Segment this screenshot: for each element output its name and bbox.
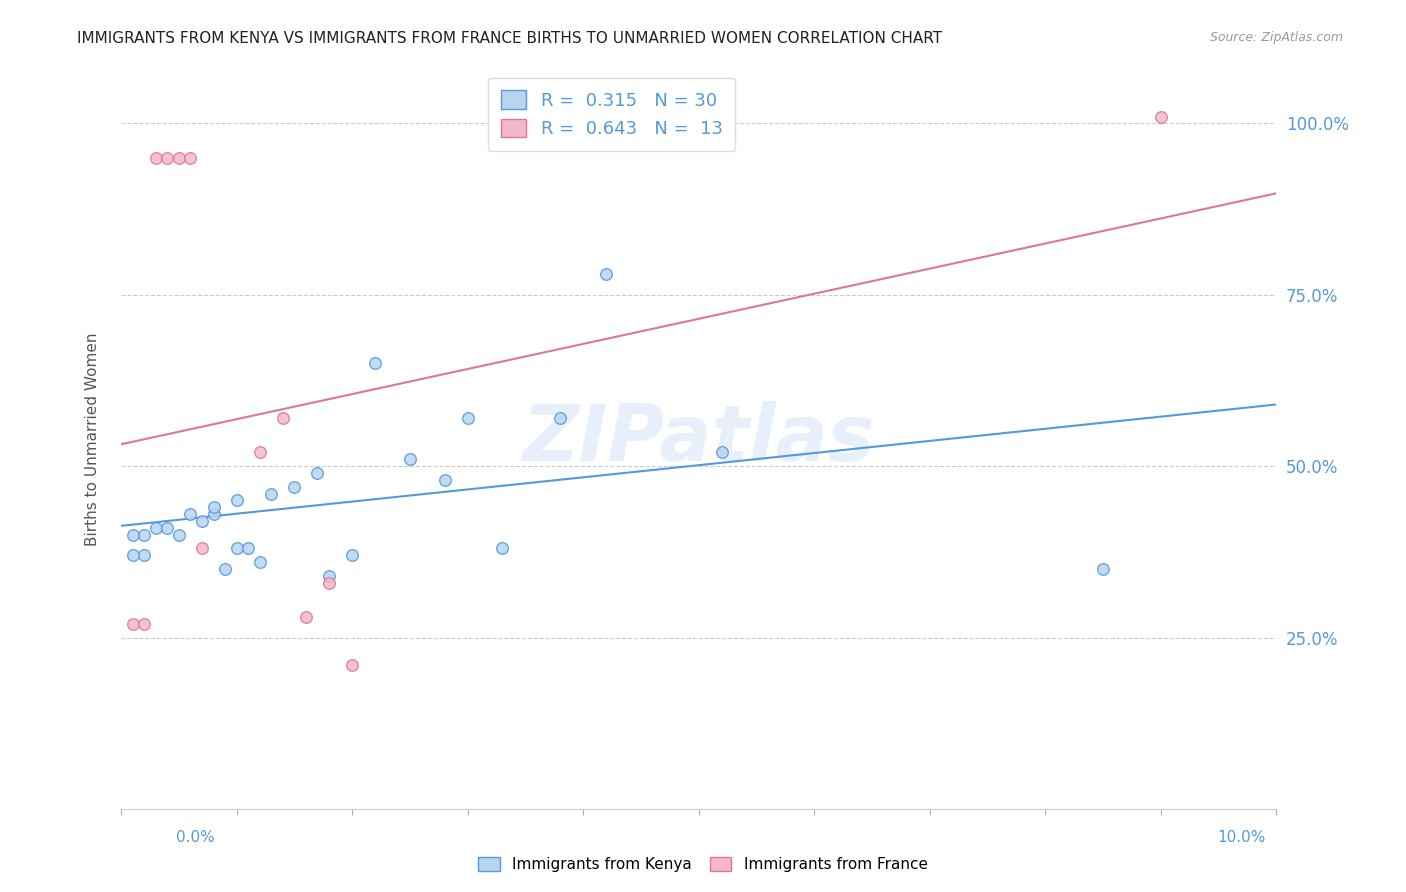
Point — [595, 267, 617, 281]
Point — [260, 486, 283, 500]
Point — [145, 521, 167, 535]
Point — [491, 541, 513, 556]
Point — [433, 473, 456, 487]
Text: IMMIGRANTS FROM KENYA VS IMMIGRANTS FROM FRANCE BIRTHS TO UNMARRIED WOMEN CORREL: IMMIGRANTS FROM KENYA VS IMMIGRANTS FROM… — [77, 31, 942, 46]
Point — [548, 411, 571, 425]
Point — [283, 480, 305, 494]
Point — [214, 562, 236, 576]
Point — [121, 616, 143, 631]
Legend: Immigrants from Kenya, Immigrants from France: Immigrants from Kenya, Immigrants from F… — [471, 849, 935, 880]
Point — [156, 151, 179, 165]
Point — [1149, 110, 1171, 124]
Point — [202, 500, 225, 515]
Point — [156, 521, 179, 535]
Point — [121, 549, 143, 563]
Point — [238, 541, 260, 556]
Text: 0.0%: 0.0% — [176, 830, 215, 845]
Point — [340, 549, 363, 563]
Point — [145, 151, 167, 165]
Point — [318, 575, 340, 590]
Point — [249, 555, 271, 569]
Point — [307, 466, 329, 480]
Point — [225, 541, 247, 556]
Point — [167, 527, 190, 541]
Text: ZIPatlas: ZIPatlas — [523, 401, 875, 476]
Point — [710, 445, 733, 459]
Point — [167, 151, 190, 165]
Point — [225, 493, 247, 508]
Point — [134, 616, 156, 631]
Point — [134, 549, 156, 563]
Text: 10.0%: 10.0% — [1218, 830, 1265, 845]
Point — [191, 541, 214, 556]
Point — [1091, 562, 1114, 576]
Point — [271, 411, 294, 425]
Point — [364, 356, 387, 370]
Y-axis label: Births to Unmarried Women: Births to Unmarried Women — [86, 332, 100, 546]
Point — [134, 527, 156, 541]
Point — [318, 569, 340, 583]
Text: Source: ZipAtlas.com: Source: ZipAtlas.com — [1209, 31, 1343, 45]
Point — [249, 445, 271, 459]
Point — [399, 452, 422, 467]
Point — [295, 610, 318, 624]
Point — [457, 411, 479, 425]
Point — [202, 507, 225, 521]
Legend: R =  0.315   N = 30, R =  0.643   N =  13: R = 0.315 N = 30, R = 0.643 N = 13 — [488, 78, 735, 151]
Point — [121, 527, 143, 541]
Point — [179, 507, 201, 521]
Point — [191, 514, 214, 528]
Point — [340, 658, 363, 673]
Point — [179, 151, 201, 165]
